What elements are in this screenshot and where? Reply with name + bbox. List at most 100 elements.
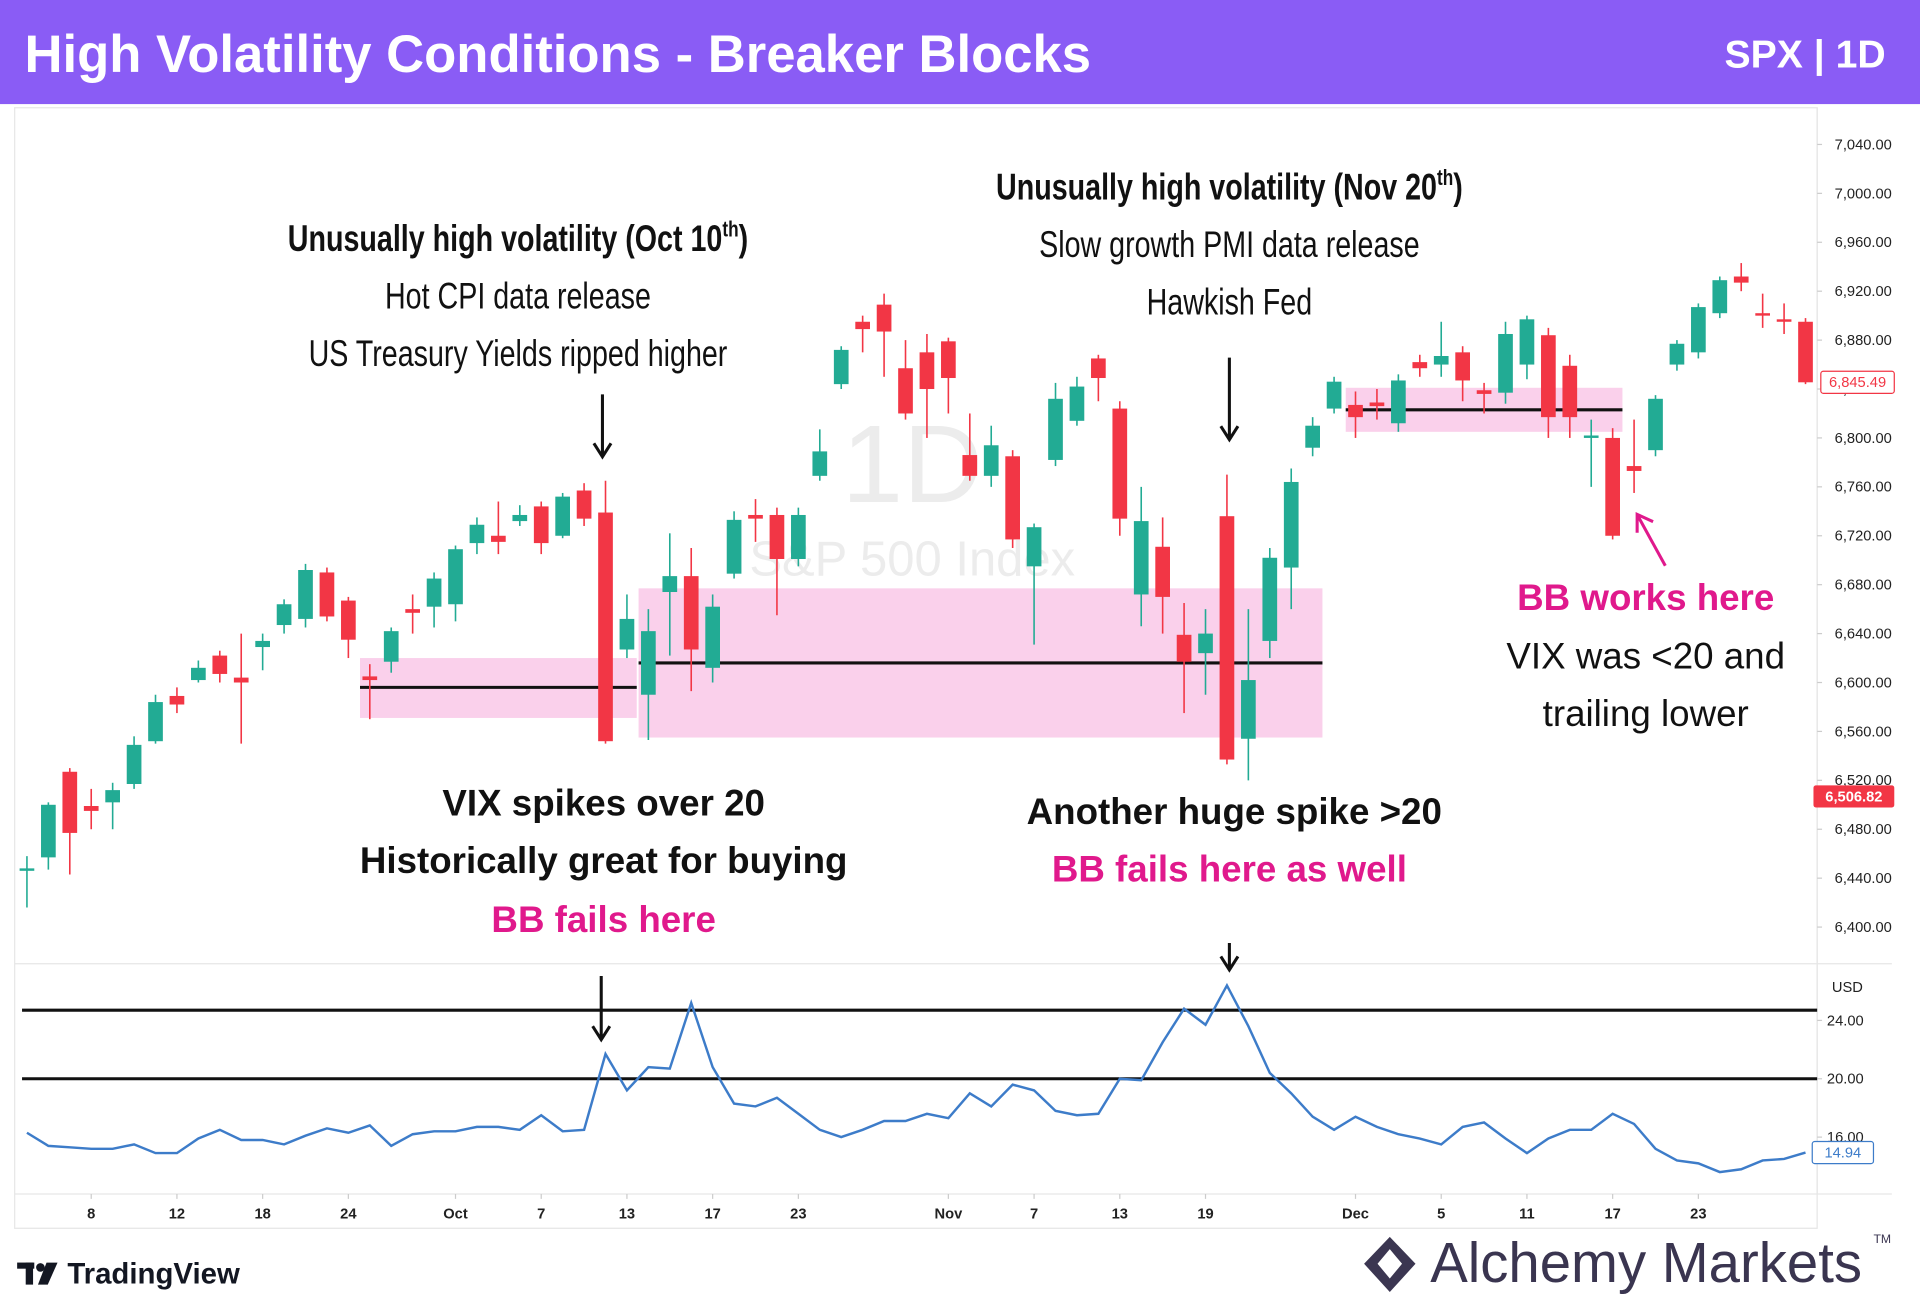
annotation-line: BB works here — [1517, 577, 1774, 618]
trademark: TM — [1873, 1232, 1891, 1246]
candle-body — [748, 514, 763, 519]
candle-body — [641, 631, 656, 695]
x-tick-label: Nov — [934, 1206, 963, 1222]
y-tick-label: 6,560.00 — [1835, 724, 1892, 740]
candle-body — [512, 514, 528, 522]
candle-body — [726, 519, 742, 574]
candle-body — [533, 506, 549, 544]
candle-body — [1262, 557, 1278, 641]
panel-frame — [14, 107, 1892, 1229]
candle-body — [1541, 335, 1556, 418]
x-tick-label: 23 — [1690, 1206, 1706, 1222]
candle-body — [555, 496, 570, 536]
page-title: High Volatility Conditions - Breaker Blo… — [24, 25, 1091, 84]
x-tick-label: 24 — [340, 1206, 357, 1222]
x-tick-label: 13 — [619, 1206, 635, 1222]
annotation-line: Slow growth PMI data release — [1039, 224, 1420, 265]
y-tick-label: 6,400.00 — [1835, 920, 1892, 936]
candle-body — [1219, 516, 1235, 760]
y-tick-label: 6,920.00 — [1835, 284, 1892, 300]
x-tick-label: 11 — [1519, 1206, 1535, 1222]
candle-body — [83, 806, 99, 811]
annotation: Unusually high volatility (Oct 10th) Hot… — [288, 217, 748, 374]
x-tick-label: 17 — [1604, 1206, 1620, 1222]
last-price-box — [1820, 370, 1895, 394]
x-tick-label: 23 — [790, 1206, 806, 1222]
candle-body — [1583, 435, 1599, 438]
annotation-text: ) — [1453, 166, 1463, 207]
alchemy-brand: Alchemy Markets — [1430, 1231, 1862, 1294]
arrow — [1219, 942, 1240, 973]
candle-body — [469, 524, 485, 544]
candle-body — [1241, 680, 1256, 739]
y-tick-label: 6,600.00 — [1835, 675, 1892, 691]
y-tick-label: 20.00 — [1827, 1072, 1864, 1088]
tradingview-logo — [17, 1262, 58, 1285]
candle-body — [598, 512, 613, 742]
header-bar — [0, 0, 1920, 105]
annotation-line: US Treasury Yields ripped higher — [309, 333, 728, 374]
candle-body — [1176, 634, 1192, 662]
candle-body — [662, 576, 678, 593]
x-tick-label: 17 — [704, 1206, 720, 1222]
candle-body — [405, 609, 420, 613]
candle-body — [1305, 425, 1320, 448]
candle-body — [769, 514, 785, 559]
x-tick-label: 13 — [1112, 1206, 1128, 1222]
candle-body — [1026, 527, 1042, 567]
candle-body — [1155, 546, 1170, 597]
candle-body — [1348, 404, 1363, 418]
y-tick-label: 6,680.00 — [1835, 578, 1892, 594]
annotation: BB works here VIX was <20 and trailing l… — [1506, 577, 1785, 734]
arrow — [1219, 357, 1240, 443]
candle-body — [1476, 390, 1492, 394]
candle-body — [1755, 313, 1770, 316]
candle-body — [1498, 333, 1513, 393]
badge: SPX | 1D — [1725, 33, 1886, 76]
y-tick-label: 24.00 — [1827, 1013, 1864, 1029]
annotation-sup: th — [722, 217, 738, 242]
candle-body — [19, 868, 35, 871]
candle-body — [448, 549, 463, 605]
candle-body — [1712, 280, 1728, 314]
candle-body — [1391, 380, 1406, 424]
candle-body — [576, 490, 592, 519]
candle-body — [1091, 358, 1106, 379]
y-tick-label: 6,760.00 — [1835, 480, 1892, 496]
candle-body — [298, 570, 313, 619]
candle-body — [1669, 343, 1685, 365]
watermark-interval: 1D — [842, 403, 983, 526]
annotation-text: ) — [739, 218, 749, 259]
candle-body — [1069, 386, 1085, 421]
candle-body — [983, 445, 999, 476]
candle-body — [619, 618, 635, 650]
arrows — [591, 357, 1667, 1043]
candle-body — [426, 578, 442, 607]
y-tick-label: 6,960.00 — [1835, 235, 1892, 251]
annotation-line: Hawkish Fed — [1147, 281, 1313, 322]
annotation-line: trailing lower — [1543, 693, 1749, 734]
candle-body — [1733, 276, 1749, 283]
plot: 6,400.00 6,440.00 6,480.00 6,520.00 6,560.00… — [19, 137, 1895, 1222]
candle-body — [491, 535, 506, 542]
candle-body — [1048, 398, 1063, 460]
candle-body — [191, 667, 206, 681]
candle-body — [876, 304, 892, 332]
x-tick-label: 5 — [1437, 1206, 1445, 1222]
y-tick-label: 6,480.00 — [1835, 822, 1892, 838]
candle-body — [276, 604, 292, 626]
candle-body — [898, 368, 913, 414]
logo-shape — [36, 1263, 45, 1272]
y-tick-label: 7,000.00 — [1835, 186, 1892, 202]
annotation-heading: Unusually high volatility (Oct 10th) — [288, 217, 748, 258]
candle-body — [919, 352, 935, 390]
candle-body — [683, 576, 699, 650]
y-tick-label: 6,880.00 — [1835, 333, 1892, 349]
annotation-heading: Unusually high volatility (Nov 20th) — [996, 166, 1463, 207]
y-tick-label: 6,800.00 — [1835, 431, 1892, 447]
annotation-text: Unusually high volatility (Oct 10 — [288, 218, 723, 259]
candle-body — [1133, 521, 1149, 595]
price-label-box — [1813, 785, 1895, 808]
candle-body — [1562, 365, 1578, 418]
